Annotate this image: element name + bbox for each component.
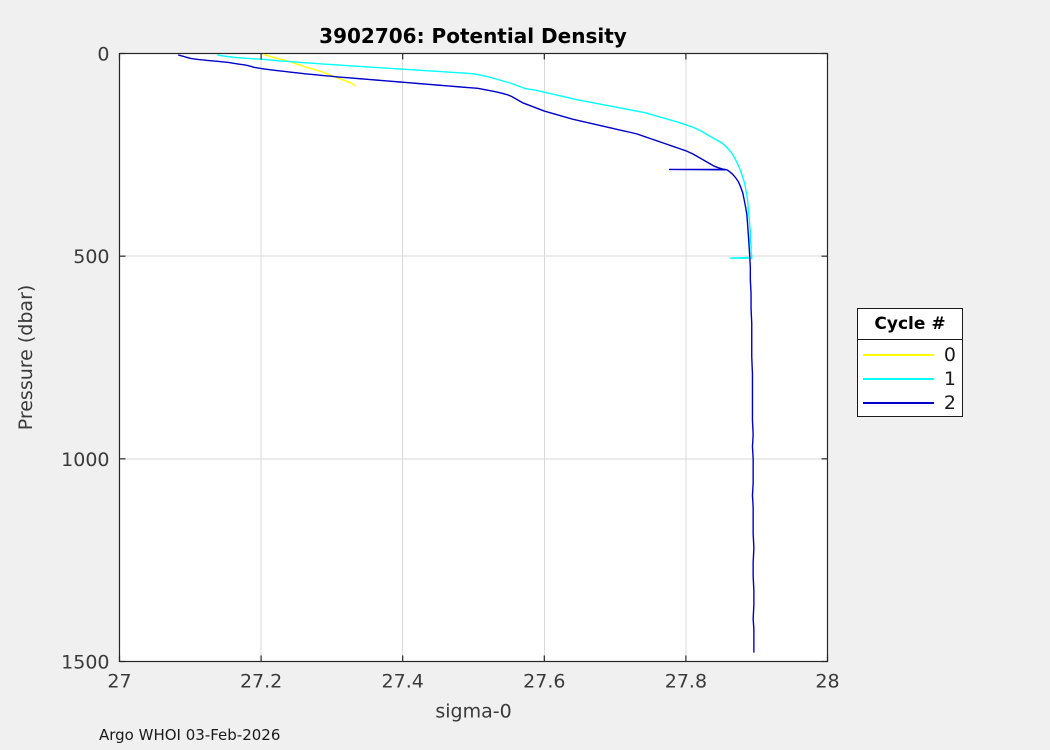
y-tick-label: 1500 <box>61 652 109 674</box>
legend-item-label: 1 <box>943 368 956 390</box>
legend-item-cycle-2[interactable]: 2 <box>858 391 962 415</box>
x-tick-label: 27 <box>107 671 131 693</box>
x-tick-label: 27.4 <box>382 671 424 693</box>
legend-color-swatch <box>863 378 934 380</box>
legend-color-swatch <box>863 402 934 404</box>
page-title: 3902706: Potential Density <box>319 24 627 48</box>
legend-item-cycle-1[interactable]: 1 <box>858 367 962 391</box>
y-tick-label: 500 <box>73 246 109 268</box>
legend-item-cycle-0[interactable]: 0 <box>858 343 962 367</box>
x-tick-label: 28 <box>815 671 839 693</box>
legend-item-label: 0 <box>943 344 956 366</box>
legend-title: Cycle # <box>858 309 962 340</box>
series-line-cycle-2 <box>177 54 755 653</box>
y-tick-label: 0 <box>97 44 109 66</box>
series-line-cycle-1 <box>217 54 753 260</box>
x-tick-label: 27.8 <box>665 671 707 693</box>
legend-color-swatch <box>863 354 934 356</box>
x-tick-label: 27.2 <box>240 671 282 693</box>
x-axis-label: sigma-0 <box>435 701 511 723</box>
y-axis-label: Pressure (dbar) <box>15 285 37 431</box>
series-group <box>177 53 755 653</box>
legend-item-label: 2 <box>943 392 956 414</box>
attribution-note: Argo WHOI 03-Feb-2026 <box>99 726 281 744</box>
x-tick-label: 27.6 <box>523 671 565 693</box>
plot-area-background <box>118 52 829 663</box>
y-tick-label: 1000 <box>61 449 109 471</box>
